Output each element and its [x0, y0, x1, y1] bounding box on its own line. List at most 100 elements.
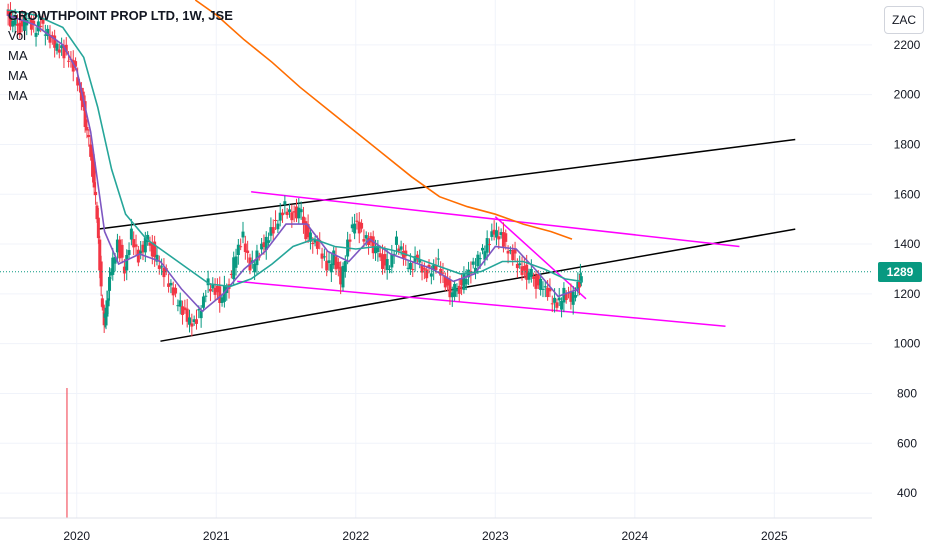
candle-body — [92, 161, 96, 188]
candle-body — [243, 243, 247, 253]
candle-body — [134, 244, 138, 247]
candle-body — [453, 283, 457, 297]
candle-body — [499, 232, 503, 235]
candle-body — [32, 20, 36, 25]
candle-body — [487, 244, 491, 246]
candle-body — [504, 233, 508, 242]
candle-body — [264, 236, 268, 251]
price-axis[interactable]: 400 600 800 1000 1200 1400 1600 1800 2000 2200 — [894, 38, 921, 500]
candle-body — [564, 293, 568, 301]
currency-button[interactable]: ZAC — [884, 6, 924, 34]
candle-body — [446, 278, 450, 286]
candle-body — [339, 267, 343, 285]
candle-body — [169, 282, 173, 286]
candle-body — [434, 264, 438, 270]
candle-body — [478, 258, 482, 260]
candle-body — [20, 19, 24, 27]
symbol-title[interactable]: GROWTHPOINT PROP LTD, 1W, JSE — [8, 8, 233, 23]
candle-body — [48, 34, 52, 43]
candle-body — [43, 34, 47, 36]
x-tick-label: 2020 — [63, 529, 90, 543]
candle-body — [87, 134, 91, 137]
candle-body — [53, 35, 57, 48]
candle-body — [106, 298, 110, 307]
y-tick-label: 2200 — [894, 38, 921, 52]
candle-body — [22, 14, 26, 31]
candle-body — [397, 248, 401, 252]
candle-body — [274, 219, 278, 221]
x-tick-label: 2025 — [761, 529, 788, 543]
candle-body — [50, 35, 54, 38]
chart-legend: GROWTHPOINT PROP LTD, 1W, JSE Vol MA MA … — [8, 6, 233, 106]
candle-body — [76, 77, 80, 86]
legend-ma-2[interactable]: MA — [8, 68, 28, 83]
candle-body — [101, 305, 105, 308]
candle-body — [204, 295, 208, 297]
candle-body — [555, 302, 559, 308]
candle-body — [571, 291, 575, 305]
candle-body — [534, 275, 538, 289]
candle-body — [320, 253, 324, 259]
candle-body — [301, 216, 305, 225]
candle-body — [394, 236, 398, 245]
candle-body — [332, 250, 336, 266]
ma-slow-line — [194, 0, 573, 240]
candle-body — [387, 268, 391, 270]
candle-body — [429, 273, 433, 277]
candle-body — [185, 308, 189, 322]
candle-body — [85, 127, 89, 131]
candle-body — [118, 239, 122, 259]
candle-body — [285, 211, 289, 216]
candle-body — [427, 264, 431, 268]
candle-body — [457, 285, 461, 294]
candle-body — [550, 303, 554, 305]
candle-body — [74, 61, 78, 67]
candle-body — [57, 49, 61, 53]
candle-body — [350, 224, 354, 229]
candle-body — [139, 250, 143, 254]
candle-body — [99, 261, 103, 287]
candle-body — [560, 301, 564, 310]
candle-body — [334, 256, 338, 270]
candle-body — [229, 273, 233, 275]
candle-body — [515, 263, 519, 269]
candle-body — [288, 209, 292, 213]
candle-body — [174, 287, 178, 294]
candle-body — [15, 24, 19, 26]
candle-body — [304, 221, 308, 240]
candle-body — [485, 238, 489, 253]
candle-body — [281, 212, 285, 216]
legend-ma-3[interactable]: MA — [8, 88, 28, 103]
candle-body — [98, 239, 102, 271]
candle-body — [367, 238, 371, 246]
candle-body — [443, 276, 447, 288]
candle-body — [306, 224, 310, 238]
candle-body — [136, 249, 140, 263]
candle-body — [232, 257, 236, 280]
candle-body — [94, 191, 98, 196]
candle-body — [522, 265, 526, 271]
candle-body — [64, 44, 68, 52]
candle-body — [55, 43, 59, 51]
legend-volume[interactable]: Vol — [8, 28, 27, 43]
legend-ma-1[interactable]: MA — [8, 48, 28, 63]
candle-body — [115, 239, 119, 253]
candle-body — [529, 268, 533, 277]
candle-body — [329, 263, 333, 273]
time-axis[interactable]: 2020 2021 2022 2023 2024 2025 — [63, 529, 788, 543]
x-tick-label: 2023 — [482, 529, 509, 543]
candle-body — [441, 272, 445, 274]
x-tick-label: 2022 — [342, 529, 369, 543]
candle-body — [511, 250, 515, 260]
candle-body — [18, 22, 22, 35]
candle-body — [39, 25, 43, 27]
candle-body — [278, 212, 282, 221]
candle-body — [525, 264, 529, 280]
candle-body — [506, 250, 510, 254]
candle-body — [460, 278, 464, 286]
candle-body — [481, 247, 485, 251]
candle-body — [29, 19, 33, 30]
candle-body — [536, 273, 540, 286]
candle-body — [271, 227, 275, 234]
